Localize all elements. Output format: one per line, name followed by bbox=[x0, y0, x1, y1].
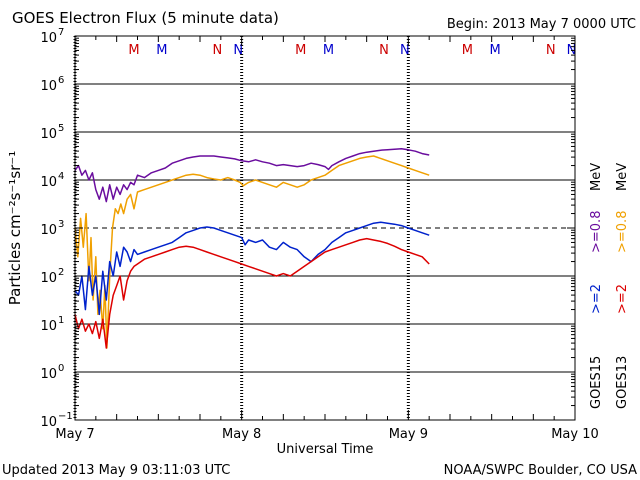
y-tick-label: 10 bbox=[40, 79, 57, 94]
series-line bbox=[74, 155, 430, 349]
updated-timestamp: Updated 2013 May 9 03:11:03 UTC bbox=[2, 463, 230, 478]
series-lines bbox=[74, 148, 430, 349]
legend-unit-15: MeV bbox=[589, 163, 604, 191]
begin-date: Begin: 2013 May 7 0000 UTC bbox=[447, 17, 636, 32]
mn-marker: M bbox=[490, 43, 501, 58]
x-tick-label: May 7 bbox=[55, 427, 94, 442]
y-tick-label: 10 bbox=[40, 319, 57, 334]
x-axis-ticks: May 7 May 8 May 9 May 10 bbox=[55, 36, 599, 442]
x-axis-label: Universal Time bbox=[277, 442, 374, 457]
legend-goes15: GOES15 bbox=[589, 356, 604, 409]
mn-marker: M bbox=[323, 43, 334, 58]
legend-goes13-ge08: >=0.8 bbox=[615, 211, 630, 253]
y-tick-label: 10 bbox=[40, 127, 57, 142]
mn-marker: M bbox=[462, 43, 473, 58]
legend-goes13: GOES13 bbox=[615, 356, 630, 409]
legend: GOES15 GOES13 >=2 >=2 >=0.8 >=0.8 MeV Me… bbox=[589, 163, 630, 409]
mn-marker: N bbox=[212, 43, 222, 58]
y-tick-exponent: 5 bbox=[58, 123, 64, 134]
mn-marker: M bbox=[156, 43, 167, 58]
series-line bbox=[74, 148, 430, 203]
series-line bbox=[74, 221, 430, 316]
credit-line: NOAA/SWPC Boulder, CO USA bbox=[444, 463, 637, 478]
x-tick-label: May 10 bbox=[551, 427, 599, 442]
y-tick-exponent: 2 bbox=[58, 267, 64, 278]
y-tick-label: 10 bbox=[40, 31, 57, 46]
series-line bbox=[74, 237, 430, 349]
y-tick-exponent: 0 bbox=[58, 363, 64, 374]
y-tick-exponent: −1 bbox=[58, 411, 73, 422]
y-tick-label: 10 bbox=[40, 271, 57, 286]
legend-goes15-ge08: >=0.8 bbox=[589, 211, 604, 253]
legend-unit-13: MeV bbox=[615, 163, 630, 191]
mn-marker: N bbox=[546, 43, 556, 58]
y-tick-exponent: 1 bbox=[58, 315, 64, 326]
y-tick-exponent: 7 bbox=[58, 27, 64, 38]
plot-grid bbox=[75, 83, 575, 373]
y-axis-label: Particles cm⁻²s⁻¹sr⁻¹ bbox=[6, 151, 24, 305]
mn-marker: N bbox=[400, 43, 410, 58]
mn-marker: M bbox=[295, 43, 306, 58]
mn-marker: N bbox=[379, 43, 389, 58]
y-tick-exponent: 6 bbox=[58, 75, 64, 86]
y-tick-exponent: 4 bbox=[58, 171, 64, 182]
chart-title: GOES Electron Flux (5 minute data) bbox=[12, 9, 279, 27]
y-tick-label: 10 bbox=[40, 175, 57, 190]
x-tick-label: May 9 bbox=[389, 427, 428, 442]
x-tick-label: May 8 bbox=[222, 427, 261, 442]
y-tick-label: 10 bbox=[40, 367, 57, 382]
mn-marker: M bbox=[128, 43, 139, 58]
legend-goes13-ge2: >=2 bbox=[615, 284, 630, 314]
y-tick-label: 10 bbox=[40, 223, 57, 238]
y-tick-label: 10 bbox=[40, 415, 57, 430]
legend-goes15-ge2: >=2 bbox=[589, 284, 604, 314]
mn-marker: N bbox=[233, 43, 243, 58]
y-tick-exponent: 3 bbox=[58, 219, 64, 230]
